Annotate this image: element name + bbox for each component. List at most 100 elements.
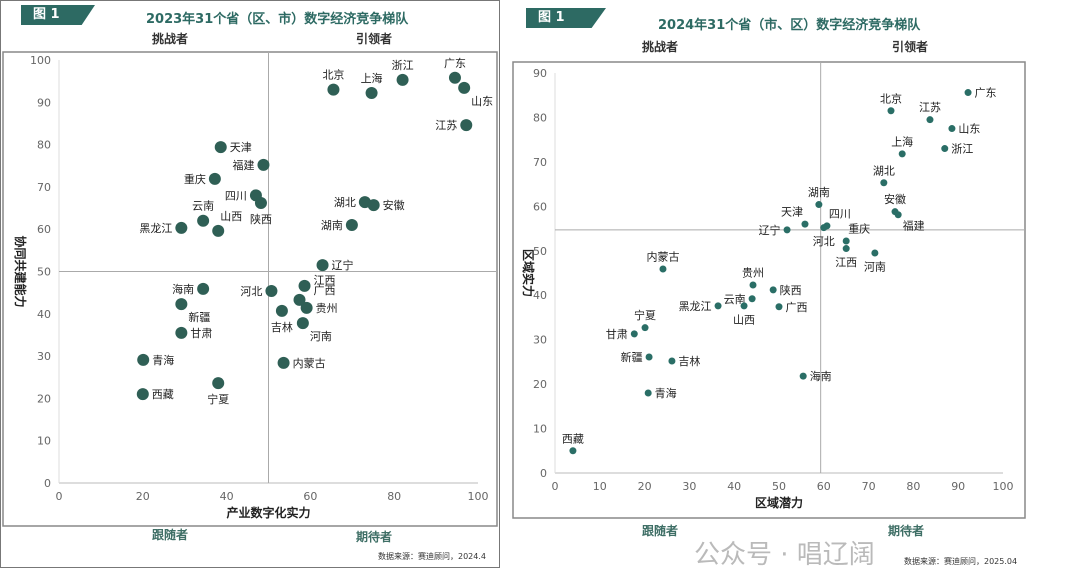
data-point <box>327 83 340 96</box>
data-label: 内蒙古 <box>293 356 326 370</box>
data-point <box>871 249 879 257</box>
y-tick-label: 0 <box>44 477 51 490</box>
data-label: 江苏 <box>435 119 457 132</box>
y-tick-label: 10 <box>37 435 51 448</box>
data-label: 黑龙江 <box>139 222 172 235</box>
data-point <box>749 281 757 289</box>
data-label: 上海 <box>891 134 913 148</box>
data-point <box>748 295 756 303</box>
data-label: 江西 <box>314 274 336 287</box>
y-tick-label: 80 <box>533 111 547 124</box>
data-point <box>275 304 288 317</box>
y-tick-label: 20 <box>37 392 51 405</box>
quadrant-label-follower-2024: 跟随者 <box>642 524 679 538</box>
data-point <box>136 388 149 401</box>
data-point <box>254 196 267 209</box>
data-point <box>775 303 783 311</box>
data-label: 浙江 <box>392 59 414 72</box>
data-point <box>769 286 777 294</box>
data-label: 北京 <box>880 91 902 105</box>
data-label: 湖北 <box>873 164 895 177</box>
data-point <box>898 150 906 158</box>
data-label: 西藏 <box>152 388 174 401</box>
data-label: 浙江 <box>951 143 973 156</box>
data-point <box>964 89 972 97</box>
data-label: 贵州 <box>742 267 764 280</box>
x-tick-label: 80 <box>387 490 401 503</box>
data-point <box>208 172 221 185</box>
data-point <box>630 330 638 338</box>
x-tick-label: 70 <box>862 480 876 493</box>
data-label: 上海 <box>361 71 383 85</box>
data-label: 北京 <box>322 68 344 82</box>
data-label: 宁夏 <box>207 392 229 406</box>
data-point <box>801 220 809 228</box>
data-label: 陕西 <box>780 283 802 297</box>
x-tick-label: 0 <box>552 480 559 493</box>
data-point <box>197 282 210 295</box>
x-tick-label: 40 <box>727 480 741 493</box>
data-label: 天津 <box>230 141 252 154</box>
x-tick-label: 100 <box>993 480 1014 493</box>
data-point <box>645 353 653 361</box>
y-tick-label: 30 <box>37 350 51 363</box>
data-label: 辽宁 <box>332 258 354 272</box>
data-point <box>175 221 188 234</box>
data-label: 山西 <box>220 210 242 223</box>
x-tick-label: 0 <box>56 490 63 503</box>
source-note-2024: 数据来源：赛迪顾问，2025.04 <box>904 557 1018 566</box>
data-label: 新疆 <box>188 310 210 324</box>
data-label: 福建 <box>232 158 254 172</box>
data-label: 山东 <box>958 123 980 136</box>
data-label: 四川 <box>225 189 247 202</box>
data-point <box>948 125 956 133</box>
y-tick-label: 60 <box>533 200 547 213</box>
data-point <box>714 302 722 310</box>
data-point <box>365 86 378 99</box>
watermark: 公众号 · 唱辽阔 <box>694 540 875 570</box>
data-label: 黑龙江 <box>679 300 712 313</box>
data-label: 四川 <box>829 207 851 220</box>
data-point <box>641 324 649 332</box>
x-tick-label: 90 <box>951 480 965 493</box>
data-point <box>820 224 828 232</box>
y-tick-label: 60 <box>37 223 51 236</box>
data-point <box>941 145 949 153</box>
x-tick-label: 80 <box>906 480 920 493</box>
data-point <box>367 199 380 212</box>
y-tick-label: 70 <box>533 156 547 169</box>
data-label: 西藏 <box>562 432 584 445</box>
data-point <box>448 71 461 84</box>
data-point <box>296 317 309 330</box>
figure-tag-2023: 图 1 <box>21 5 95 25</box>
data-point <box>212 224 225 237</box>
y-tick-label: 50 <box>37 266 51 279</box>
quadrant-label-leader-2024: 引领者 <box>892 40 929 54</box>
x-tick-label: 20 <box>136 490 150 503</box>
data-label: 辽宁 <box>759 223 781 237</box>
data-point <box>293 293 306 306</box>
data-label: 吉林 <box>271 320 293 334</box>
data-point <box>887 107 895 115</box>
data-label: 吉林 <box>678 354 700 368</box>
x-axis-label: 区域潜力 <box>755 495 803 510</box>
data-point <box>799 372 807 380</box>
y-tick-label: 50 <box>533 245 547 258</box>
data-point <box>277 356 290 369</box>
x-axis-label: 产业数字化实力 <box>226 505 310 520</box>
data-label: 河北 <box>240 285 262 298</box>
quadrant-label-leader-2023: 引领者 <box>356 32 393 46</box>
y-tick-label: 0 <box>540 467 547 480</box>
data-label: 陕西 <box>250 212 272 226</box>
data-label: 天津 <box>781 206 803 219</box>
plot-frame <box>2 51 498 527</box>
data-label: 云南 <box>724 293 746 306</box>
data-label: 河南 <box>310 330 332 343</box>
data-label: 安徽 <box>884 192 906 206</box>
data-point <box>300 301 313 314</box>
data-label: 广东 <box>975 87 997 100</box>
x-tick-label: 40 <box>220 490 234 503</box>
y-tick-label: 90 <box>37 96 51 109</box>
y-tick-label: 20 <box>533 378 547 391</box>
